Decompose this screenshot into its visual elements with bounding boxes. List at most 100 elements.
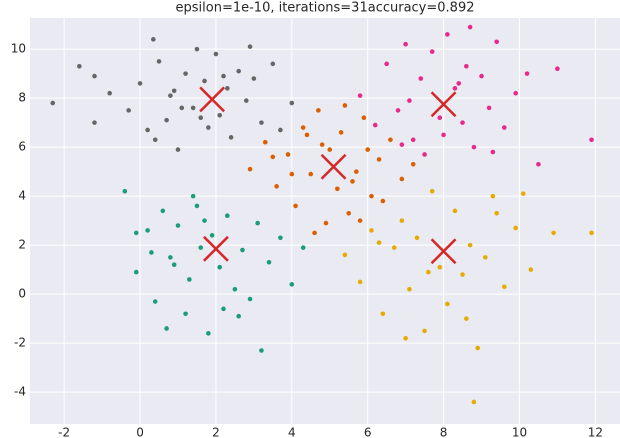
point [464, 316, 469, 321]
point [122, 188, 128, 194]
point [149, 250, 154, 255]
point [251, 76, 257, 81]
point [494, 210, 499, 216]
point [262, 139, 268, 145]
y-tick-label: 4 [18, 189, 26, 203]
centroid [199, 86, 226, 113]
point [285, 152, 291, 157]
point [202, 78, 207, 84]
point [168, 255, 173, 260]
point [270, 154, 276, 160]
point [133, 269, 139, 275]
point [426, 269, 431, 275]
point [274, 184, 279, 189]
point [376, 157, 382, 162]
y-tick-label: 10 [11, 42, 26, 56]
point [213, 51, 219, 57]
point [194, 203, 200, 209]
point [403, 335, 408, 341]
point [107, 90, 112, 96]
point [198, 245, 204, 250]
point [293, 203, 298, 209]
point [471, 144, 477, 150]
centroid [430, 238, 457, 265]
chart-title: epsilon=1e-10, iterations=31accuracy=0.8… [176, 1, 475, 16]
point [179, 105, 185, 111]
x-tick-label: 10 [512, 426, 527, 438]
point [479, 73, 484, 79]
point [501, 284, 507, 290]
point [551, 230, 556, 236]
point [77, 63, 82, 69]
point [376, 240, 382, 245]
point [206, 125, 211, 130]
point [483, 255, 488, 260]
point [357, 218, 363, 223]
y-tick-label: -4 [14, 385, 26, 399]
point [145, 228, 150, 233]
point [357, 93, 363, 98]
point [380, 198, 386, 204]
point [289, 100, 295, 106]
x-tick-label: 8 [440, 426, 448, 438]
centroid [430, 91, 457, 118]
point [300, 245, 306, 250]
point [441, 132, 446, 138]
point [354, 169, 359, 174]
point [418, 76, 424, 81]
x-tick-label: 4 [288, 426, 296, 438]
point [380, 311, 386, 317]
point [460, 272, 465, 277]
y-tick-label: 2 [18, 238, 26, 252]
point [410, 137, 416, 143]
point [92, 120, 97, 125]
point [217, 112, 223, 118]
point [384, 61, 389, 67]
point [407, 286, 412, 292]
point [403, 41, 408, 47]
centroid [203, 235, 229, 262]
point [308, 171, 314, 177]
point [456, 81, 462, 86]
point [342, 103, 348, 108]
point [278, 235, 283, 241]
point [369, 193, 374, 199]
point [92, 73, 97, 79]
point [50, 100, 56, 106]
point [171, 262, 177, 268]
point [259, 348, 264, 353]
point [255, 220, 260, 226]
point [486, 105, 492, 111]
y-tick-label: -2 [14, 336, 26, 350]
point [520, 191, 526, 196]
point [536, 161, 541, 167]
point [460, 120, 465, 125]
point [467, 242, 473, 248]
point [160, 208, 166, 214]
y-tick-label: 6 [18, 140, 26, 154]
point [232, 286, 238, 292]
point [175, 147, 181, 152]
point [445, 32, 450, 37]
x-tick-label: 12 [588, 426, 603, 438]
point [494, 39, 499, 45]
point [164, 117, 169, 123]
point [145, 127, 150, 133]
point [236, 68, 241, 74]
y-tick-label: 0 [18, 287, 26, 301]
point [524, 71, 530, 76]
point [190, 193, 196, 199]
point [338, 130, 344, 135]
point [224, 86, 230, 91]
point [452, 208, 458, 214]
point [247, 166, 253, 172]
y-tick-label: 8 [18, 91, 26, 105]
point [194, 46, 200, 52]
x-tick-label: 0 [136, 426, 144, 438]
point [399, 176, 405, 182]
point [278, 127, 283, 133]
point [471, 399, 477, 405]
point [475, 345, 481, 351]
point [133, 230, 139, 236]
